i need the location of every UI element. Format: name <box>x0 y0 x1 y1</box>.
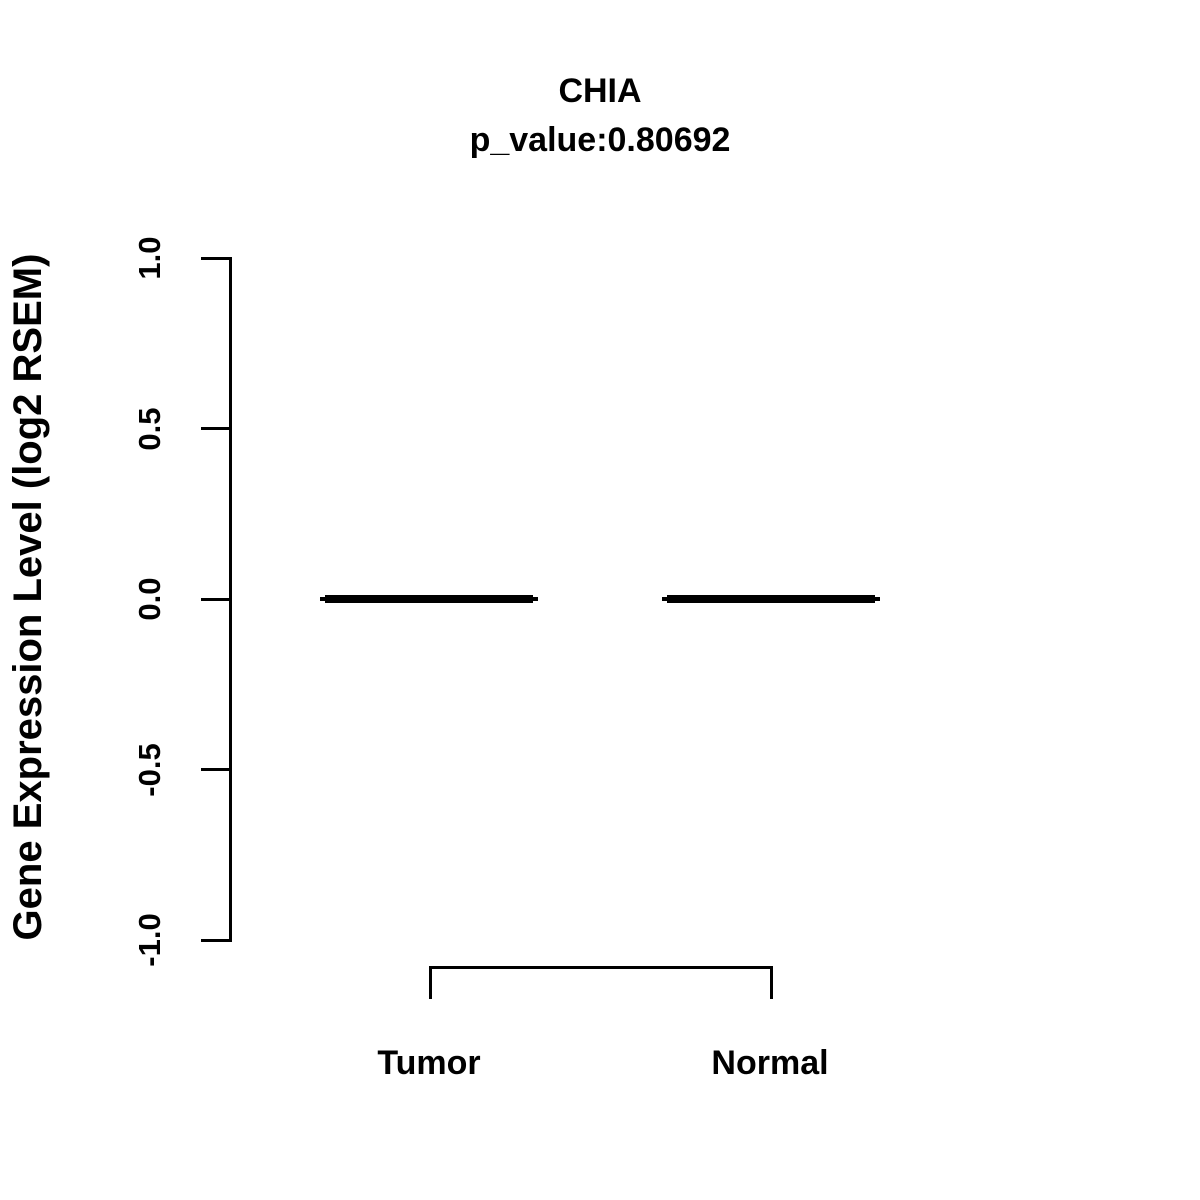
y-axis-tick-label: 0.0 <box>132 577 167 621</box>
y-axis-tick <box>201 597 230 601</box>
chart-title: CHIA <box>558 72 642 110</box>
x-label-tumor: Tumor <box>377 1044 481 1082</box>
y-axis-tick-label: 1.0 <box>132 236 167 280</box>
comparison-bracket-right-leg <box>770 966 773 999</box>
comparison-bracket-left-leg <box>429 966 432 999</box>
y-axis-line <box>229 257 232 942</box>
y-axis-tick <box>201 768 230 771</box>
boxplot-median-normal <box>662 595 880 603</box>
y-axis-tick <box>201 256 230 260</box>
y-axis-tick <box>201 427 230 430</box>
y-axis-tick-label: 0.5 <box>132 406 167 451</box>
y-axis-tick <box>201 938 230 942</box>
y-axis-tick-label: -1.0 <box>132 913 167 967</box>
y-axis-tick-label: -0.5 <box>132 742 167 797</box>
x-label-normal: Normal <box>711 1044 829 1082</box>
chart-subtitle-pvalue: p_value:0.80692 <box>469 121 731 159</box>
boxplot-median-tumor <box>320 595 538 603</box>
y-axis-title: Gene Expression Level (log2 RSEM) <box>6 253 50 941</box>
comparison-bracket-line <box>429 966 773 969</box>
